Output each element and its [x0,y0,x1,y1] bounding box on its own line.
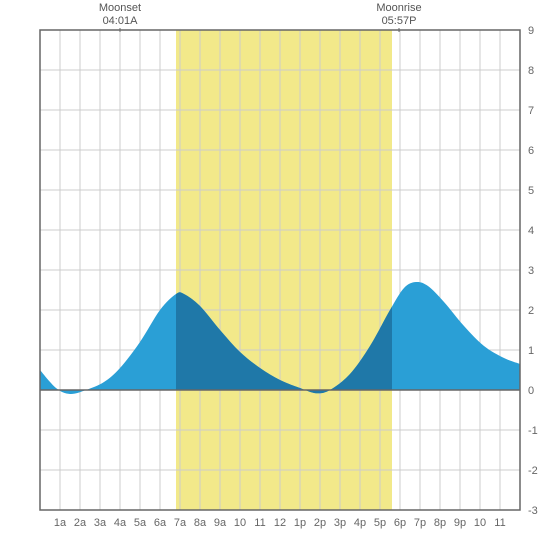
x-tick-label: 1a [54,517,67,529]
x-tick-label: 1p [294,517,306,529]
y-tick-label: -1 [528,425,538,437]
x-tick-label: 8a [194,517,207,529]
moonrise-title: Moonrise [369,2,429,15]
x-tick-label: 8p [434,517,446,529]
x-tick-label: 4p [354,517,366,529]
x-tick-label: 12 [274,517,286,529]
x-tick-label: 5a [134,517,147,529]
y-tick-label: 8 [528,65,534,77]
x-tick-label: 9a [214,517,227,529]
x-tick-label: 4a [114,517,127,529]
x-tick-label: 7a [174,517,187,529]
x-tick-label: 10 [234,517,246,529]
y-tick-label: -3 [528,505,538,517]
chart-svg: -3-2-101234567891a2a3a4a5a6a7a8a9a101112… [0,0,550,550]
x-tick-label: 10 [474,517,486,529]
x-tick-label: 6p [394,517,406,529]
y-tick-label: 9 [528,25,534,37]
x-tick-label: 11 [494,517,505,529]
x-tick-label: 7p [414,517,426,529]
y-tick-label: 2 [528,305,534,317]
tide-chart: -3-2-101234567891a2a3a4a5a6a7a8a9a101112… [0,0,550,550]
x-tick-label: 2p [314,517,326,529]
x-tick-label: 6a [154,517,167,529]
y-tick-label: 6 [528,145,534,157]
x-tick-label: 11 [254,517,265,529]
moonrise-time: 05:57P [369,15,429,28]
moonrise-annotation: Moonrise 05:57P [369,2,429,28]
y-tick-label: 4 [528,225,534,237]
y-tick-label: 1 [528,345,534,357]
x-tick-label: 3a [94,517,107,529]
y-tick-label: -2 [528,465,538,477]
y-tick-label: 3 [528,265,534,277]
y-tick-label: 5 [528,185,534,197]
y-tick-label: 7 [528,105,534,117]
moonset-title: Moonset [90,2,150,15]
x-tick-label: 3p [334,517,346,529]
moonset-annotation: Moonset 04:01A [90,2,150,28]
x-tick-label: 2a [74,517,87,529]
x-tick-label: 5p [374,517,386,529]
x-tick-label: 9p [454,517,466,529]
moonset-time: 04:01A [90,15,150,28]
y-tick-label: 0 [528,385,534,397]
